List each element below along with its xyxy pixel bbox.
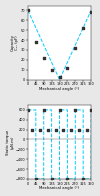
Point <box>35 41 37 44</box>
Point <box>27 9 29 12</box>
Y-axis label: Static torque
(µN.m): Static torque (µN.m) <box>6 129 14 155</box>
Point <box>63 128 64 131</box>
Point <box>70 128 72 131</box>
Point <box>74 46 76 50</box>
X-axis label: Mechanical angle (°): Mechanical angle (°) <box>39 186 80 191</box>
Point <box>86 128 88 131</box>
Point <box>67 66 68 69</box>
Point <box>27 108 29 112</box>
Point <box>35 177 37 181</box>
Point <box>90 11 92 14</box>
Point <box>43 56 44 59</box>
Point <box>90 108 92 112</box>
Point <box>43 108 44 112</box>
Point <box>82 177 84 181</box>
Point <box>82 27 84 30</box>
Point <box>39 128 41 131</box>
Y-axis label: Capacity
C₁₁ (pF): Capacity C₁₁ (pF) <box>11 34 19 51</box>
Point <box>31 128 33 131</box>
Point <box>67 177 68 181</box>
Point <box>59 75 60 78</box>
Point <box>47 128 48 131</box>
Point <box>51 177 52 181</box>
Point <box>78 128 80 131</box>
Point <box>55 128 56 131</box>
Point <box>59 108 60 112</box>
Point <box>51 68 52 71</box>
Point <box>74 108 76 112</box>
X-axis label: Mechanical angle (°): Mechanical angle (°) <box>39 87 80 91</box>
